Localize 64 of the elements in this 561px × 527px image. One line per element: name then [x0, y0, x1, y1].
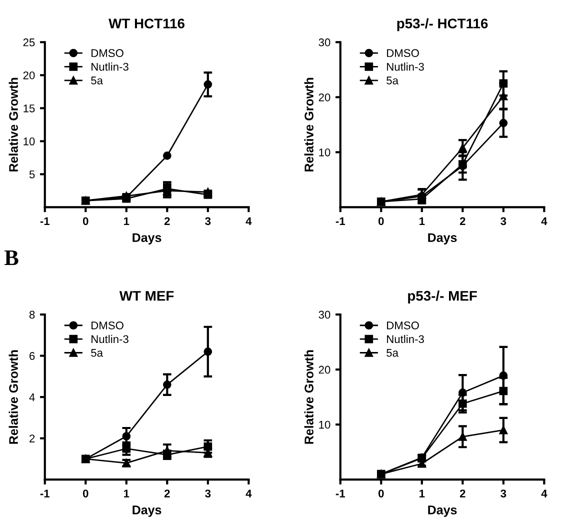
- x-tick-label: 0: [378, 490, 384, 498]
- y-tick-label: 20: [318, 366, 330, 374]
- legend-label: DMSO: [92, 49, 124, 58]
- x-tick-label: 4: [541, 217, 548, 225]
- y-tick-label: 20: [23, 71, 35, 80]
- legend-label: Nutlin-3: [92, 62, 128, 71]
- y-axis-title: Relative Growth: [8, 78, 18, 172]
- x-tick-label: -1: [336, 490, 346, 498]
- x-tick-label: 3: [205, 490, 211, 498]
- x-tick-label: 4: [246, 217, 252, 225]
- legend-label: Nutlin-3: [387, 62, 424, 71]
- legend-label: 5a: [91, 349, 103, 357]
- y-tick-label: 6: [30, 352, 35, 360]
- y-axis-title: Relative Growth: [304, 78, 314, 172]
- chart-title: WT MEF: [119, 291, 174, 301]
- chart-title: p53-/- HCT116: [397, 18, 488, 32]
- legend-label: DMSO: [92, 322, 124, 330]
- chart-title: p53-/- MEF: [408, 290, 477, 304]
- y-tick-label: 30: [318, 38, 330, 46]
- y-tick-label: 30: [318, 310, 330, 319]
- y-tick-label: 2: [30, 434, 35, 442]
- legend-label: 5a: [386, 349, 398, 357]
- x-tick-label: 4: [541, 490, 548, 498]
- x-axis-title: Days: [428, 233, 457, 245]
- y-tick-label: 8: [29, 310, 35, 319]
- y-tick-label: 4: [29, 393, 35, 402]
- x-tick-label: 0: [82, 217, 88, 226]
- x-tick-label: 4: [246, 490, 252, 498]
- y-axis-title: Relative Growth: [304, 350, 314, 444]
- x-tick-label: 1: [124, 217, 130, 225]
- y-tick-label: 25: [23, 38, 35, 46]
- y-tick-label: 10: [319, 420, 330, 429]
- x-axis-title: Days: [428, 506, 457, 517]
- y-tick-label: 5: [29, 170, 35, 178]
- y-tick-label: 20: [318, 93, 330, 102]
- y-axis-title: Relative Growth: [8, 350, 18, 444]
- y-tick-label: 10: [319, 148, 330, 156]
- legend-label: 5a: [386, 76, 398, 84]
- legend-label: Nutlin-3: [92, 334, 128, 344]
- x-tick-label: 0: [378, 217, 384, 226]
- legend-label: 5a: [91, 76, 103, 84]
- x-tick-label: 3: [500, 490, 506, 498]
- legend-label: DMSO: [387, 322, 419, 330]
- x-axis-title: Days: [132, 506, 162, 517]
- x-tick-label: 1: [420, 217, 425, 225]
- x-tick-label: 0: [82, 490, 88, 498]
- text: B: [4, 250, 18, 266]
- x-tick-label: 3: [500, 217, 506, 226]
- x-tick-label: 2: [164, 217, 170, 225]
- x-axis-title: Days: [132, 233, 162, 245]
- x-tick-label: 3: [205, 217, 211, 226]
- y-tick-label: 15: [24, 104, 35, 112]
- legend-label: DMSO: [387, 49, 419, 58]
- x-tick-label: -1: [40, 490, 50, 498]
- x-tick-label: 1: [420, 490, 425, 498]
- x-tick-label: 2: [460, 217, 466, 225]
- y-tick-label: 10: [24, 137, 35, 146]
- x-tick-label: 1: [124, 490, 130, 498]
- x-tick-label: 2: [164, 490, 170, 498]
- x-tick-label: 2: [460, 490, 466, 498]
- chart-title: WT HCT116: [108, 18, 184, 28]
- x-tick-label: -1: [40, 217, 50, 225]
- x-tick-label: -1: [336, 217, 346, 225]
- legend-label: Nutlin-3: [387, 334, 424, 344]
